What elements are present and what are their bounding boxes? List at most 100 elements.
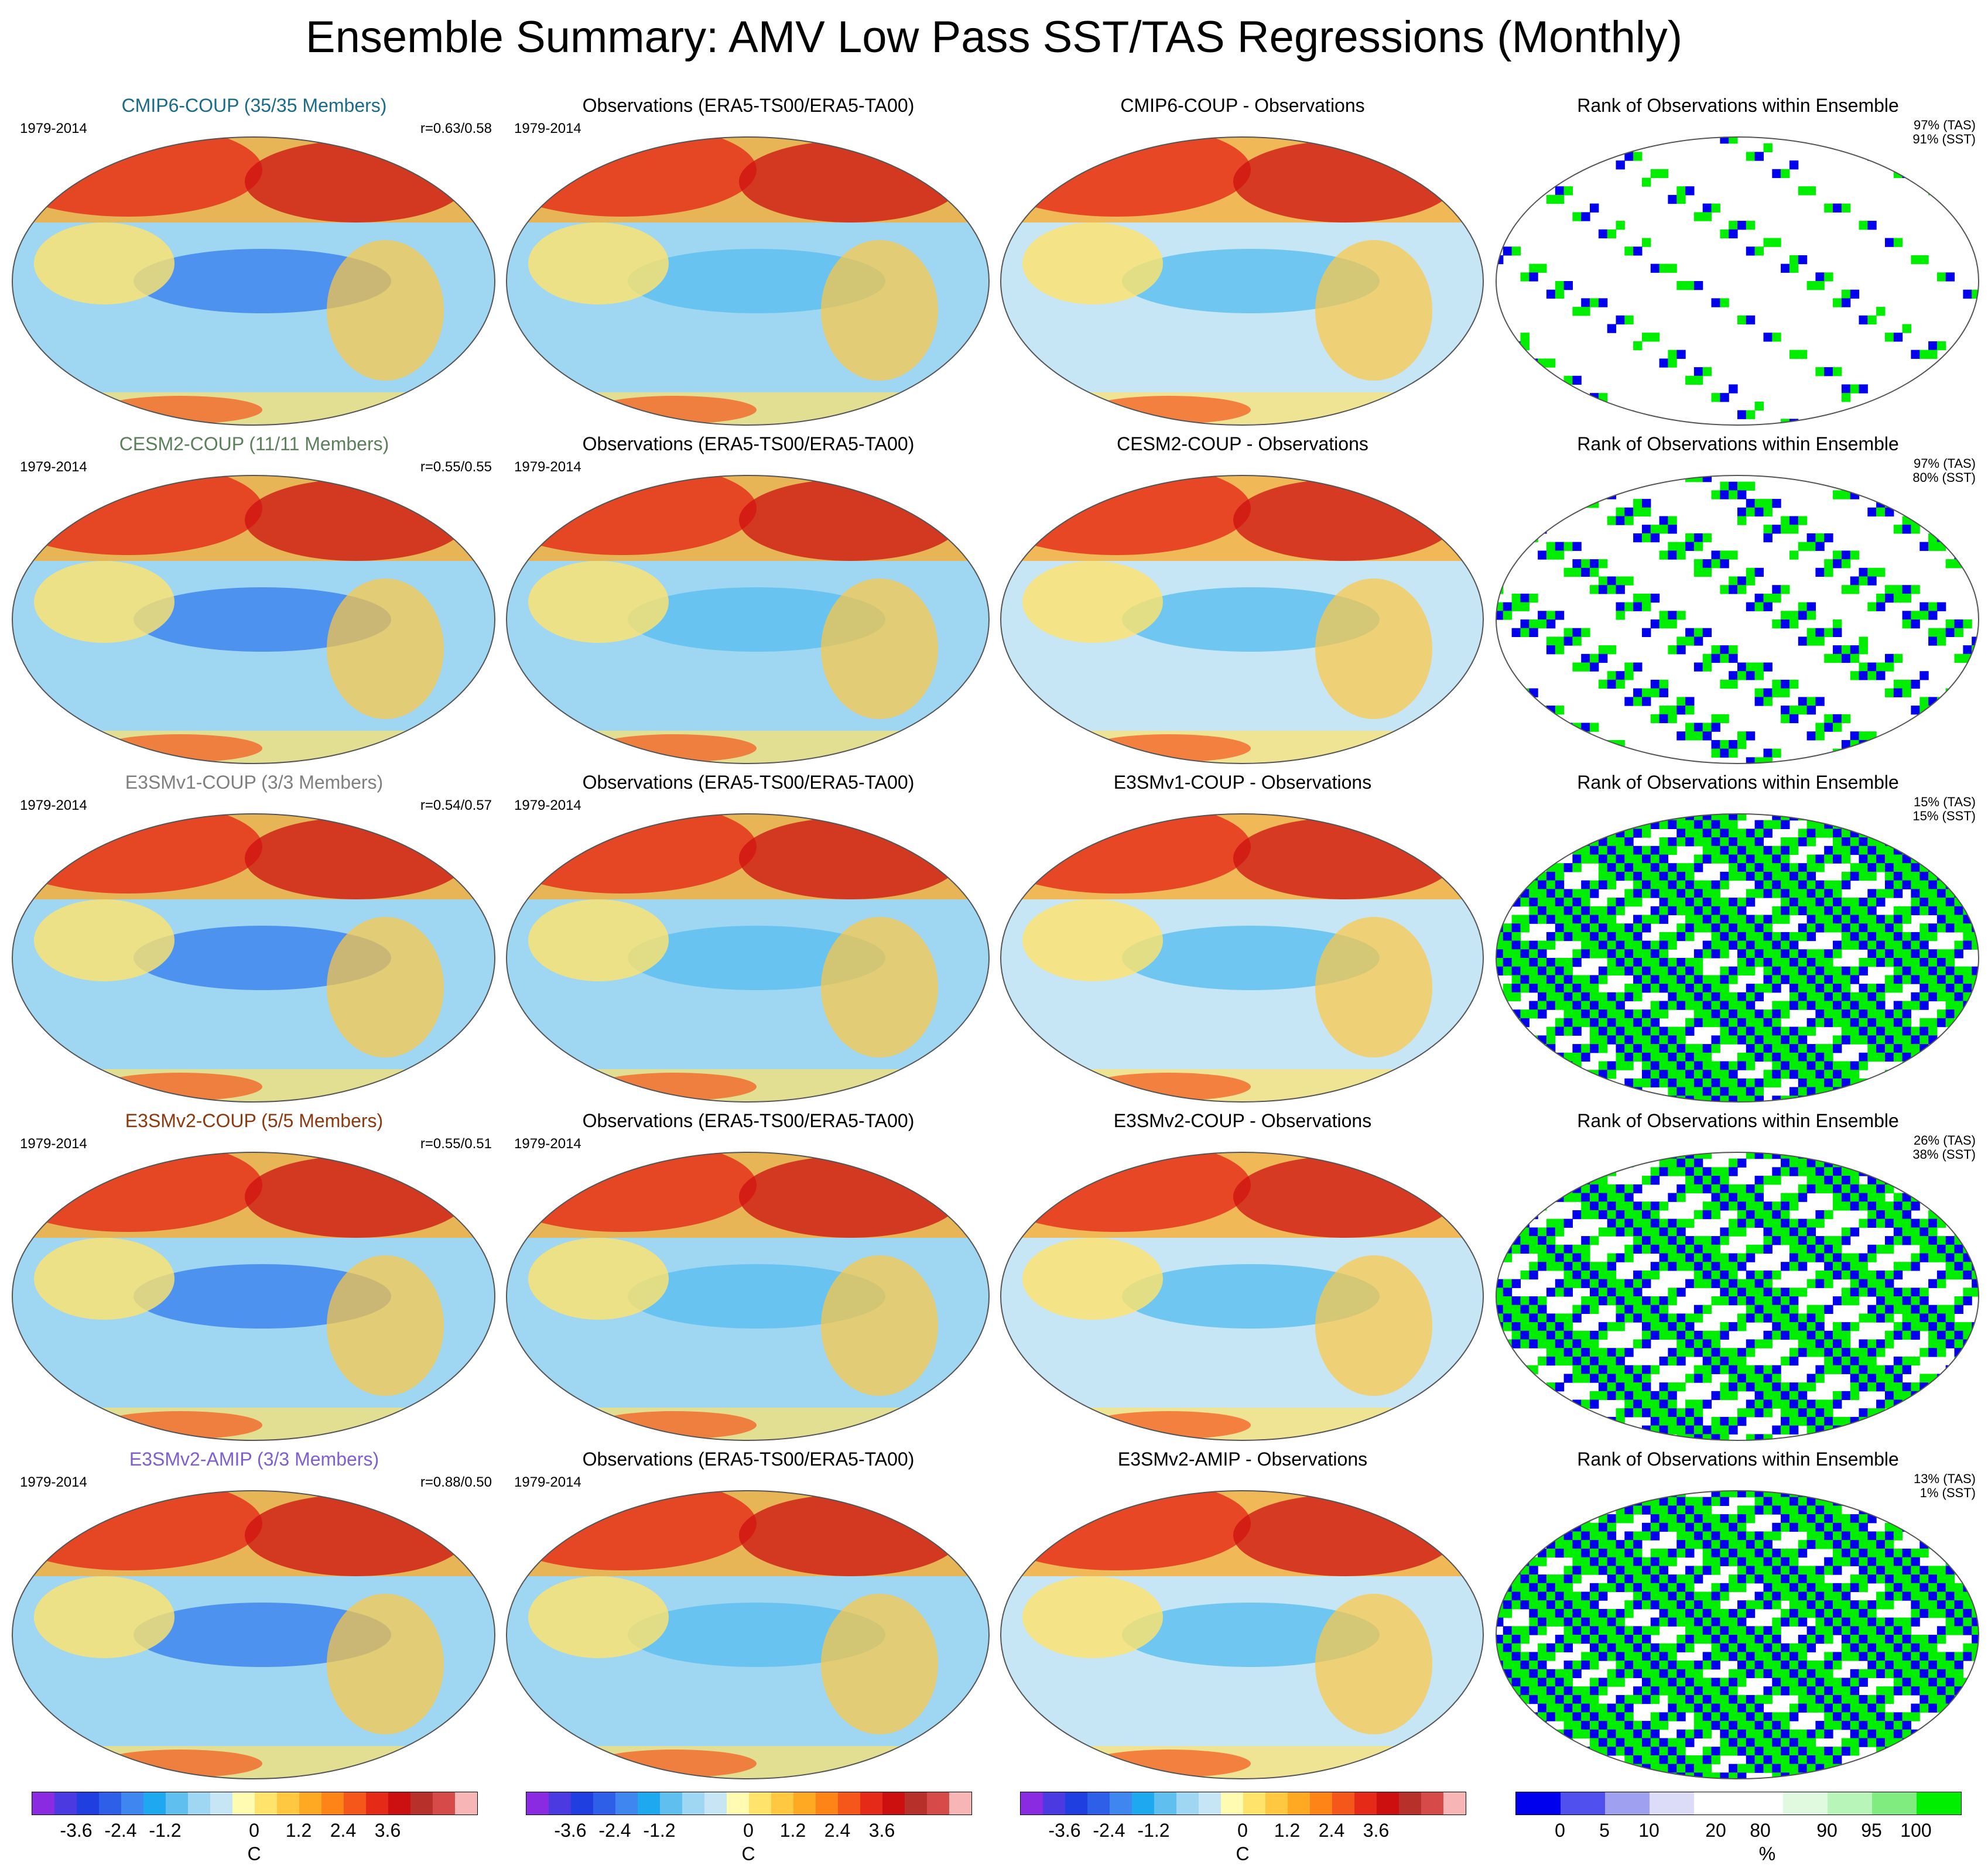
colorbar-box [344,1792,366,1815]
colorbar-boxes [1020,1792,1466,1815]
correlation: r=0.54/0.57 [420,797,492,813]
colorbar-box [749,1792,771,1815]
colorbar-box [927,1792,949,1815]
rank-tas: 97% (TAS) [1914,456,1976,471]
panel-title: E3SMv2-COUP (5/5 Members) [125,1110,384,1131]
map-model [12,813,495,1103]
time-period: 1979-2014 [514,797,581,813]
colorbar-box [1399,1792,1421,1815]
colorbar-box [1243,1792,1265,1815]
colorbar-tick: 100 [1900,1820,1932,1841]
colorbar-tick: -1.2 [1137,1820,1170,1841]
panel-diff-4: E3SMv2-COUP - Observations [997,1109,1489,1447]
rank-sst: 15% (SST) [1912,809,1976,823]
colorbar-tick: 10 [1638,1820,1659,1841]
panel-title: E3SMv1-COUP - Observations [1113,772,1372,793]
colorbar-tick: 2.4 [824,1820,851,1841]
map-obs [506,813,990,1103]
rank-tas: 97% (TAS) [1914,118,1976,132]
colorbar-box [549,1792,571,1815]
panel-rank-4: Rank of Observations within Ensemble 26% … [1492,1109,1984,1447]
colorbar-tick: 3.6 [868,1820,895,1841]
colorbar-box [255,1792,277,1815]
colorbar-box [949,1792,971,1815]
colorbar-box [1694,1792,1739,1815]
correlation: r=0.55/0.51 [420,1136,492,1152]
colorbar-box [1828,1792,1872,1815]
panel-title: E3SMv2-AMIP - Observations [1117,1449,1368,1470]
colorbar-box [1176,1792,1199,1815]
panel-rank-2: Rank of Observations within Ensemble 97% … [1492,432,1984,771]
colorbar-box [1516,1792,1561,1815]
colorbar-tick: -1.2 [149,1820,182,1841]
map-field [1496,475,1979,764]
colorbar-box [1043,1792,1065,1815]
panel-obs-2: Observations (ERA5-TS00/ERA5-TA00) 1979-2… [502,432,994,771]
colorbar-3: -3.6 -2.4 -1.2 0 1.2 2.4 3.6 C [1020,1792,1466,1868]
colorbar-box [121,1792,143,1815]
colorbar-boxes [1515,1792,1962,1815]
colorbar-box [455,1792,477,1815]
colorbar-box [526,1792,549,1815]
colorbar-unit: C [1236,1843,1250,1864]
colorbar-tick: -3.6 [554,1820,587,1841]
colorbar-tick: -1.2 [643,1820,676,1841]
colorbar-2: -3.6 -2.4 -1.2 0 1.2 2.4 3.6 C [526,1792,972,1868]
colorbar-tick: 80 [1750,1820,1771,1841]
map-obs [506,136,990,426]
panel-model-5: E3SMv2-AMIP (3/3 Members) 1979-2014 r=0.88… [8,1447,500,1786]
colorbar-box [188,1792,210,1815]
colorbar-tick: 1.2 [779,1820,806,1841]
colorbar-box [660,1792,682,1815]
rank-sst: 38% (SST) [1912,1147,1976,1162]
colorbar-box [1132,1792,1154,1815]
time-period: 1979-2014 [514,459,581,475]
panel-obs-1: Observations (ERA5-TS00/ERA5-TA00) 1979-2… [502,94,994,432]
panel-diff-5: E3SMv2-AMIP - Observations [997,1447,1489,1786]
colorbar-box [615,1792,638,1815]
map-rank [1496,1152,1979,1441]
colorbar-tick: 20 [1705,1820,1726,1841]
time-period: 1979-2014 [20,121,87,136]
colorbar-box [1605,1792,1650,1815]
colorbar-box [838,1792,860,1815]
map-obs [506,475,990,764]
colorbar-box [232,1792,255,1815]
colorbar-tick: 95 [1861,1820,1882,1841]
correlation: r=0.63/0.58 [420,121,492,136]
colorbar-tick: 0 [249,1820,259,1841]
colorbar-tick: 1.2 [1274,1820,1301,1841]
time-period: 1979-2014 [514,121,581,136]
colorbar-box [210,1792,232,1815]
panel-diff-2: CESM2-COUP - Observations [997,432,1489,771]
map-model [12,475,495,764]
colorbar-box [1377,1792,1399,1815]
map-model [12,1490,495,1779]
colorbar-box [77,1792,99,1815]
colorbar-box [410,1792,433,1815]
colorbar-tick: 0 [1555,1820,1565,1841]
time-period: 1979-2014 [20,1474,87,1490]
colorbar-tick: 2.4 [330,1820,357,1841]
panel-obs-3: Observations (ERA5-TS00/ERA5-TA00) 1979-2… [502,771,994,1109]
colorbar-box [299,1792,321,1815]
panel-title: Observations (ERA5-TS00/ERA5-TA00) [582,1110,915,1131]
colorbar-box [1087,1792,1110,1815]
colorbar-box [1265,1792,1288,1815]
colorbar-box [882,1792,905,1815]
panel-obs-4: Observations (ERA5-TS00/ERA5-TA00) 1979-2… [502,1109,994,1447]
colorbar-box [99,1792,121,1815]
colorbar-tick: -3.6 [1048,1820,1081,1841]
panel-title: Rank of Observations within Ensemble [1577,95,1899,116]
colorbar-box [1650,1792,1694,1815]
map-field [1001,475,1483,764]
colorbar-box [1872,1792,1917,1815]
colorbar-unit: C [247,1843,261,1864]
panel-title: Observations (ERA5-TS00/ERA5-TA00) [582,1449,915,1470]
map-diff [1000,1490,1484,1779]
colorbar-box [1065,1792,1087,1815]
panel-model-3: E3SMv1-COUP (3/3 Members) 1979-2014 r=0.54… [8,771,500,1109]
panel-diff-1: CMIP6-COUP - Observations [997,94,1489,432]
colorbar-box [727,1792,749,1815]
colorbar-tick: 3.6 [1363,1820,1390,1841]
